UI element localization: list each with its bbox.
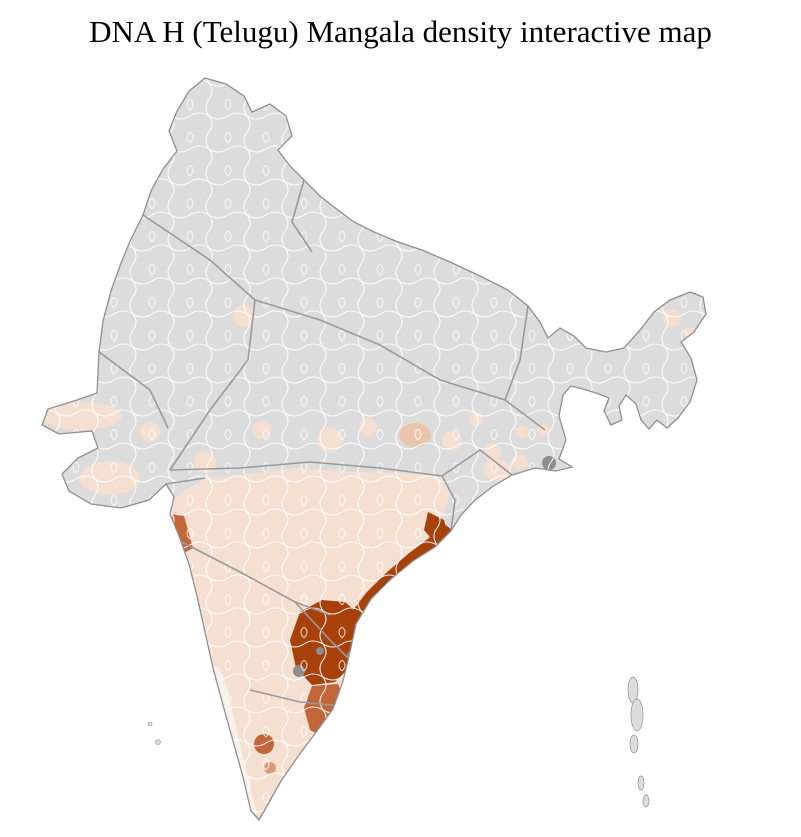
- region-hyderabad[interactable]: [316, 647, 324, 655]
- lakshadweep-island: [147, 721, 153, 727]
- region-bengaluru[interactable]: [293, 665, 305, 677]
- region-odisha-2[interactable]: [512, 454, 528, 470]
- region-bihar[interactable]: [442, 431, 462, 451]
- region-mp-central[interactable]: [317, 427, 343, 453]
- region-ne-1[interactable]: [663, 309, 681, 327]
- region-gujarat-east[interactable]: [140, 422, 160, 442]
- andaman-islands[interactable]: [627, 676, 650, 808]
- lakshadweep-islands[interactable]: [147, 721, 161, 745]
- region-up-east[interactable]: [399, 423, 431, 447]
- region-kolkata[interactable]: [542, 456, 556, 470]
- region-up[interactable]: [469, 413, 483, 427]
- region-mp-west[interactable]: [253, 421, 271, 439]
- region-madurai[interactable]: [291, 770, 309, 788]
- region-jharkhand[interactable]: [483, 443, 501, 461]
- andaman-island: [642, 794, 650, 808]
- india-base-region[interactable]: [42, 78, 706, 820]
- region-kutch[interactable]: [42, 402, 122, 430]
- andaman-island: [630, 698, 644, 732]
- page-title: DNA H (Telugu) Mangala density interacti…: [89, 14, 712, 49]
- region-ne-2[interactable]: [683, 327, 693, 337]
- region-punjab[interactable]: [233, 305, 255, 327]
- region-interior-tn[interactable]: [264, 762, 276, 774]
- region-surat[interactable]: [194, 451, 216, 473]
- lakshadweep-island: [155, 739, 161, 745]
- region-bengal-1[interactable]: [515, 425, 529, 439]
- region-kongu[interactable]: [254, 734, 274, 754]
- region-saurashtra[interactable]: [80, 461, 140, 495]
- andaman-island: [637, 775, 645, 791]
- region-mp-east[interactable]: [359, 418, 377, 436]
- andaman-island: [629, 734, 639, 754]
- region-bengal-2[interactable]: [537, 424, 549, 436]
